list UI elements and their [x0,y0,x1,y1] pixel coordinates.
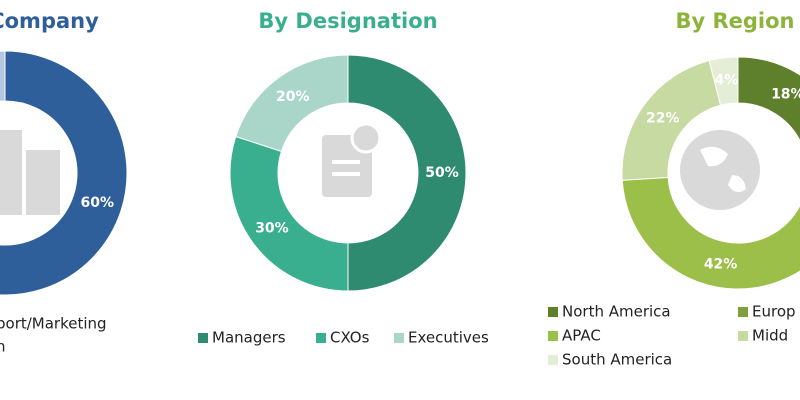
value-label: 22% [646,110,680,126]
legend-swatch [316,333,326,343]
chart-title: By Region [675,9,794,33]
donut-segment [737,56,800,142]
value-label: 30% [255,220,289,236]
legend-label: APAC [562,327,601,345]
legend-label: Europ [752,303,796,321]
donut-segment [0,50,6,102]
donut-segment [0,50,128,296]
donut-segment [229,135,349,292]
legend-label: Executives [408,329,489,347]
legend-label: n [0,338,6,356]
value-label: 4% [714,73,738,89]
legend-label: Midd [752,327,788,345]
donut-segment [235,54,349,152]
legend-label: port/Marketing [0,315,107,333]
legend-label: South America [562,351,672,369]
legend-label: CXOs [330,329,370,347]
chart-title: Company [0,9,99,33]
chart-title: By Designation [258,9,437,33]
value-label: 18% [771,86,800,102]
value-label: 50% [425,165,459,181]
legend-swatch [548,331,558,341]
donut-segment [347,54,467,292]
legend-swatch [738,307,748,317]
legend-swatch [548,355,558,365]
value-label: 42% [704,256,738,272]
legend-swatch [548,307,558,317]
donut-segment [708,56,739,106]
building-icon [0,130,60,215]
legend-swatch [738,331,748,341]
legend-swatch [198,333,208,343]
value-label: 20% [276,89,310,105]
legend-label: Managers [212,329,286,347]
document-icon [322,122,382,197]
value-label: 60% [80,195,114,211]
globe-icon [680,130,760,210]
legend-label: North America [562,303,671,321]
donut-segment [621,176,800,290]
legend-swatch [394,333,404,343]
